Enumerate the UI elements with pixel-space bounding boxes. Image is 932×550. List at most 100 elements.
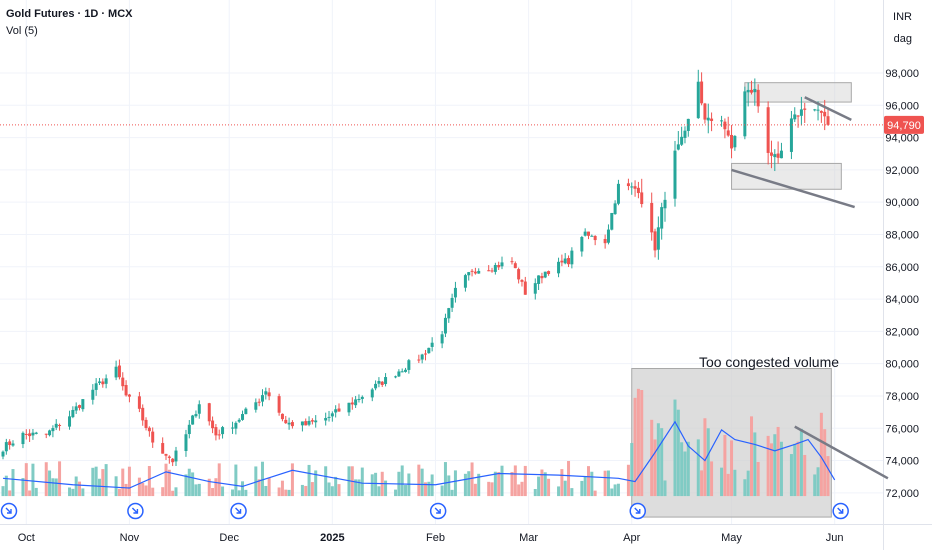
candle-body [147, 427, 151, 432]
volume-bar [221, 486, 225, 497]
candle-body [513, 263, 517, 269]
candle-body [443, 317, 447, 334]
volume-bar [304, 485, 308, 497]
candle-body [290, 422, 294, 427]
volume-bar [710, 461, 714, 497]
volume-indicator-label[interactable]: Vol (5) [6, 25, 38, 37]
volume-bar [813, 474, 817, 497]
volume-bar [254, 466, 258, 497]
time-tick-label: Apr [623, 532, 640, 544]
candle-body [447, 308, 451, 319]
volume-bar [94, 466, 98, 497]
candle-body [819, 110, 823, 113]
volume-bar [187, 468, 191, 497]
candle-body [91, 389, 95, 400]
candle-body [766, 107, 770, 153]
candle-body [260, 395, 264, 402]
volume-bar [244, 489, 248, 497]
volume-bar [520, 481, 524, 497]
unit-label[interactable]: dag [893, 33, 912, 45]
candle-body [813, 109, 817, 111]
candles [1, 69, 830, 467]
candle-body [300, 421, 304, 426]
volume-bar [447, 475, 451, 497]
volume-bar [606, 470, 610, 497]
candle-body [237, 419, 241, 422]
candle-body [34, 432, 38, 434]
candle-body [606, 229, 610, 243]
candle-body [520, 279, 524, 282]
price-tick-label: 94,000 [885, 133, 919, 145]
candle-body [374, 383, 378, 389]
candle-body [397, 371, 401, 377]
volume-bar [48, 470, 52, 497]
volume-bar [104, 464, 108, 497]
volume-bar [537, 476, 541, 497]
candle-body [420, 354, 424, 360]
candle-body [280, 413, 284, 420]
candle-body [127, 394, 131, 397]
volume-bar [127, 466, 131, 497]
candle-body [493, 265, 497, 272]
candle-body [164, 453, 168, 456]
volume-bar [11, 469, 15, 497]
candle-body [214, 427, 218, 436]
candle-body [264, 391, 268, 395]
volume-bar [21, 478, 25, 497]
volume-bar [74, 476, 78, 497]
candle-body [613, 203, 617, 215]
candle-body [307, 420, 311, 425]
volume-bar [117, 488, 121, 497]
candle-body [497, 265, 501, 268]
volume-bar [264, 485, 268, 497]
candle-body [197, 404, 201, 414]
volume-bar [557, 486, 561, 497]
volume-bar [197, 483, 201, 497]
candle-body [74, 406, 78, 411]
volume-bar [97, 478, 101, 497]
candle-body [453, 287, 457, 298]
price-axis[interactable]: 72,000 74,000 76,000 78,000 80,000 82,000 84,0… [884, 68, 924, 500]
volume-bar [493, 471, 497, 497]
candle-body [753, 88, 757, 93]
volume-bar [779, 441, 783, 497]
candle-body [284, 419, 288, 424]
volume-bar [194, 484, 198, 497]
candle-body [267, 392, 271, 397]
volume-bar [423, 482, 427, 497]
volume-bar [217, 463, 221, 497]
candle-body [400, 371, 404, 373]
volume-bar [633, 397, 637, 497]
candle-body [547, 271, 551, 275]
event-marker-icon [0, 502, 18, 520]
time-axis[interactable]: Oct Nov Dec 2025 Feb Mar Apr May Jun [18, 532, 844, 544]
price-tick-label: 74,000 [885, 456, 919, 468]
volume-bar [517, 484, 521, 497]
volume-bar [660, 428, 664, 497]
candle-body [626, 183, 630, 187]
candle-body [217, 434, 221, 436]
candle-body [211, 420, 215, 429]
volume-bar [211, 488, 215, 497]
candle-body [779, 150, 783, 159]
price-tick-label: 92,000 [885, 165, 919, 177]
candle-body [610, 212, 614, 230]
candle-body [750, 89, 754, 93]
candle-body [151, 431, 155, 443]
volume-bar [803, 454, 807, 497]
price-tick-label: 72,000 [885, 488, 919, 500]
volume-bar [819, 412, 823, 497]
symbol-title[interactable]: Gold Futures · 1D · MCX [6, 8, 133, 20]
candle-body [58, 424, 62, 426]
currency-label[interactable]: INR [893, 11, 912, 23]
volume-bar [816, 467, 820, 497]
volume-bar [826, 456, 830, 497]
candle-body [523, 281, 527, 295]
candle-body [114, 366, 118, 378]
volume-bar [723, 434, 727, 497]
volume-bar [676, 409, 680, 497]
event-marker-icon [832, 502, 849, 520]
volume-bar [497, 472, 501, 497]
